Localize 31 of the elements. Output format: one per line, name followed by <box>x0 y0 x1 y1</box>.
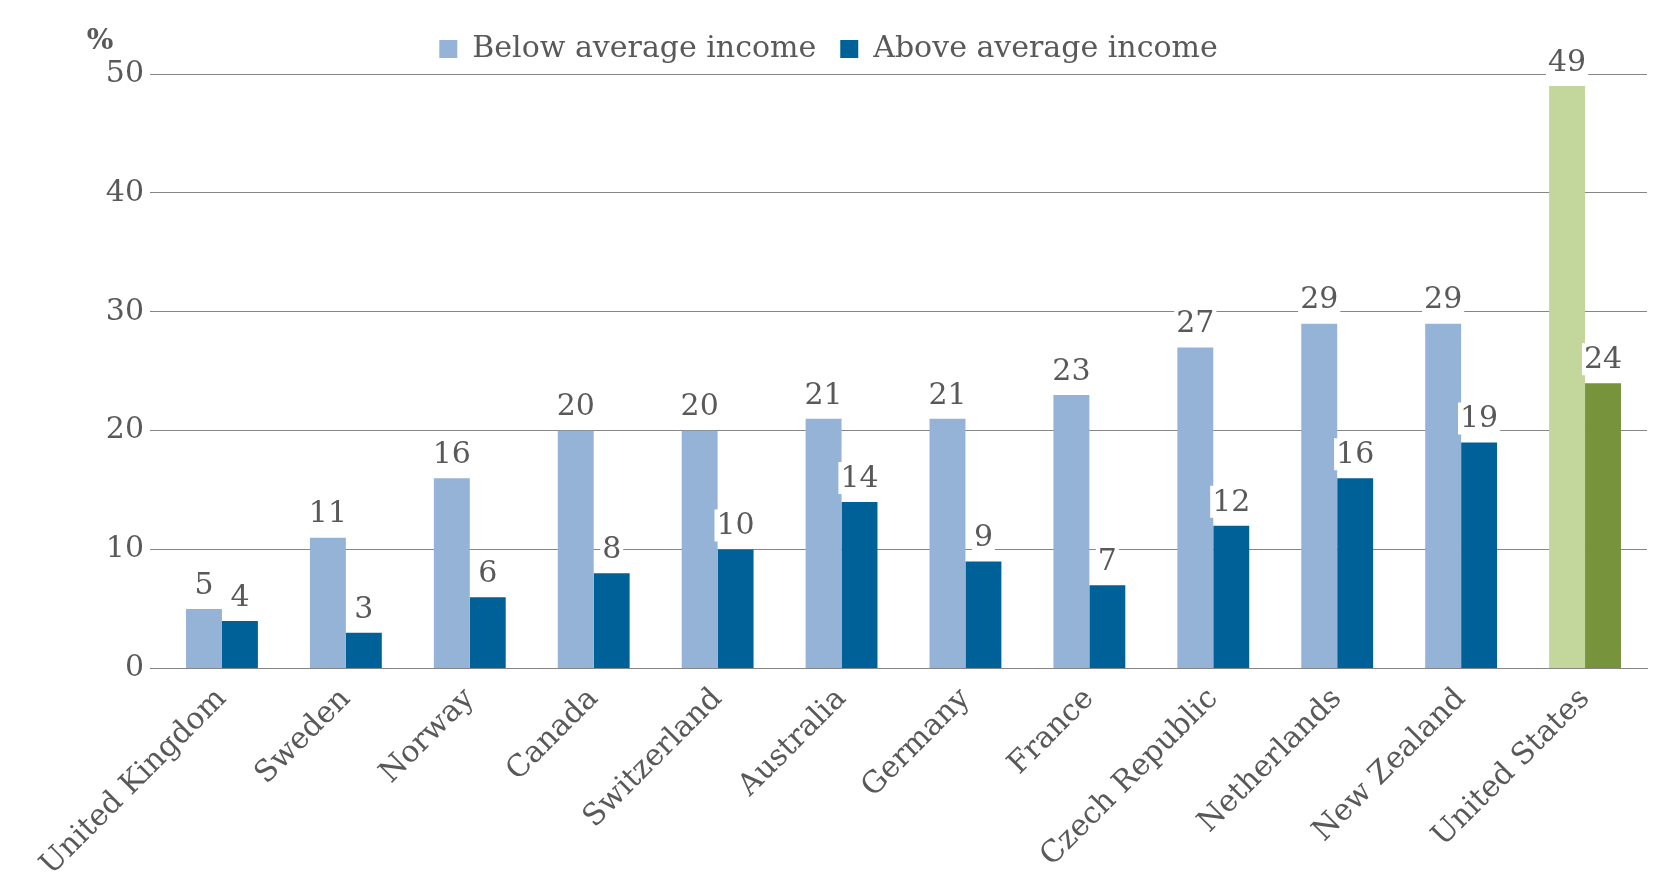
legend-label: Above average income <box>872 28 1218 64</box>
data-label: 19 <box>1460 399 1499 435</box>
data-label: 29 <box>1300 280 1339 316</box>
data-label: 20 <box>680 387 719 423</box>
data-label: 11 <box>308 494 347 530</box>
data-label: 7 <box>1097 542 1117 578</box>
data-label: 23 <box>1052 351 1091 387</box>
data-label: 3 <box>354 589 374 625</box>
data-label: 49 <box>1547 42 1587 78</box>
data-label: 20 <box>556 387 595 423</box>
data-label: 21 <box>928 375 967 411</box>
data-label: 6 <box>478 553 498 589</box>
data-label: 24 <box>1583 339 1623 375</box>
data-label: 8 <box>602 530 622 566</box>
data-label: 16 <box>432 435 471 471</box>
y-tick-label: 0 <box>124 648 144 684</box>
y-tick-label: 40 <box>105 172 144 208</box>
data-label: 21 <box>804 375 843 411</box>
data-label: 10 <box>716 506 755 542</box>
y-tick-label: 30 <box>105 291 144 327</box>
data-label: 4 <box>230 577 250 613</box>
data-label: 27 <box>1176 304 1215 340</box>
data-label: 12 <box>1212 482 1251 518</box>
data-label: 9 <box>973 518 993 554</box>
data-label: 5 <box>194 565 214 601</box>
data-label: 16 <box>1336 435 1375 471</box>
legend-label: Below average income <box>472 28 817 64</box>
y-tick-label: 10 <box>105 529 144 565</box>
data-label: 29 <box>1424 280 1463 316</box>
data-label: 14 <box>840 458 879 494</box>
y-tick-label: 20 <box>105 410 144 446</box>
